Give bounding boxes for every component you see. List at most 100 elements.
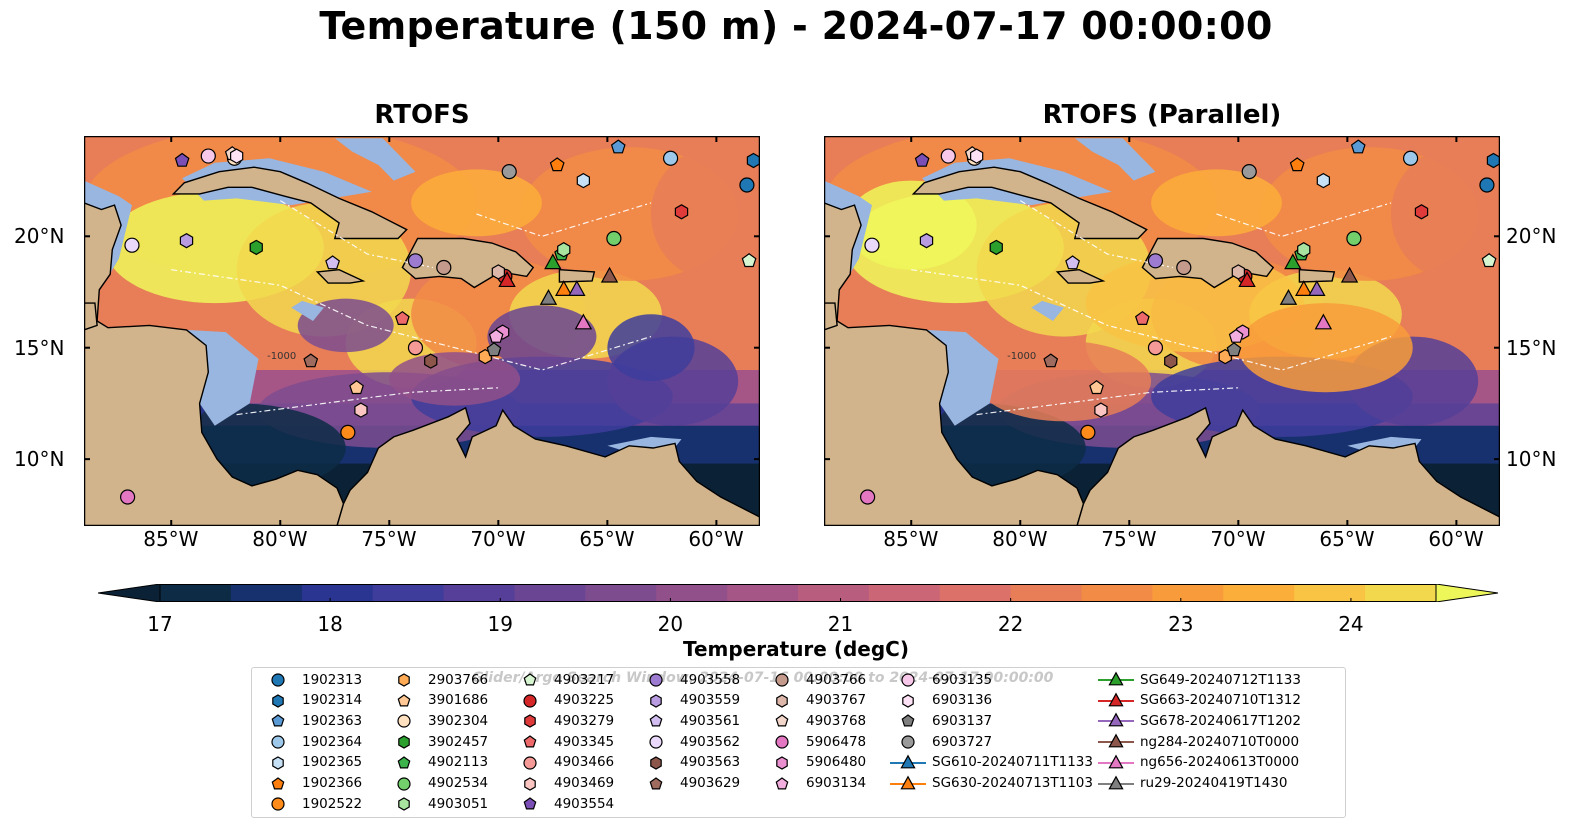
colorbar-tick-label: 22 bbox=[997, 612, 1024, 636]
legend-entry: 1902364 bbox=[256, 731, 362, 752]
legend-label: 4903629 bbox=[680, 775, 741, 791]
hexagon-marker-icon bbox=[650, 693, 662, 708]
lat-tick-label-left: 10°N bbox=[14, 447, 65, 472]
legend-label: 1902313 bbox=[302, 671, 363, 688]
colorbar-segment bbox=[372, 584, 445, 602]
legend-label: 6903136 bbox=[932, 692, 993, 709]
circle-marker-icon bbox=[397, 714, 411, 728]
legend-label: 3901686 bbox=[428, 692, 489, 709]
temperature-map-rtofs: -1000 bbox=[84, 136, 760, 526]
observation-marker bbox=[407, 340, 424, 356]
legend-entry: 1902313 bbox=[256, 669, 362, 690]
legend-entry: SG630-20240713T1103 bbox=[886, 773, 1093, 794]
pentagon-marker-icon bbox=[397, 693, 411, 707]
observation-marker bbox=[549, 157, 565, 172]
hexagon-marker-icon bbox=[398, 673, 410, 687]
observation-marker bbox=[1147, 340, 1164, 356]
observation-marker bbox=[491, 264, 505, 280]
circle-marker-icon bbox=[649, 735, 663, 749]
observation-marker bbox=[1284, 253, 1302, 270]
colorbar-extend-high bbox=[1435, 584, 1498, 602]
legend-label: 1902365 bbox=[302, 754, 363, 771]
legend-label: 4903225 bbox=[554, 692, 615, 709]
observation-marker bbox=[739, 177, 755, 193]
colorbar-segment bbox=[727, 584, 799, 602]
legend-label: 4903766 bbox=[806, 671, 867, 688]
legend-entry: 2903766 bbox=[382, 669, 488, 690]
lon-tick-label: 70°W bbox=[470, 527, 526, 551]
legend-label: 6903137 bbox=[932, 712, 993, 729]
legend-label: 6903135 bbox=[932, 671, 993, 688]
legend-entry: 4903563 bbox=[634, 752, 740, 773]
observation-marker bbox=[860, 489, 876, 505]
lat-tick-label-right: 15°N bbox=[1506, 335, 1557, 360]
colorbar-label: Temperature (degC) bbox=[683, 637, 909, 661]
colorbar-segment bbox=[1081, 584, 1154, 602]
observation-marker bbox=[544, 253, 562, 270]
circle-marker-icon bbox=[397, 776, 411, 791]
hexagon-marker-icon bbox=[776, 693, 788, 708]
legend-label: ng284-20240710T0000 bbox=[1140, 733, 1300, 750]
legend-entry: 1902522 bbox=[256, 793, 362, 814]
legend-label: ng656-20240613T0000 bbox=[1140, 754, 1300, 771]
observation-marker bbox=[249, 239, 263, 256]
legend-entry: 4903217 bbox=[508, 669, 614, 690]
colorbar-tick-label: 17 bbox=[147, 612, 173, 636]
pentagon-marker-icon bbox=[901, 714, 915, 727]
legend-entry: ru29-20240419T1430 bbox=[1094, 773, 1287, 794]
hexagon-marker-icon bbox=[524, 776, 536, 791]
observation-marker bbox=[1402, 150, 1419, 166]
legend-label: 4903768 bbox=[806, 712, 867, 729]
legend-label: 1902363 bbox=[302, 712, 363, 729]
colorbar-tick-label: 20 bbox=[657, 612, 684, 636]
map-panel-rtofs: -1000 bbox=[84, 136, 760, 526]
hexagon-marker-icon bbox=[776, 756, 788, 770]
circle-marker-icon bbox=[523, 756, 537, 770]
observation-marker bbox=[1228, 328, 1244, 343]
legend-entry: 6903137 bbox=[886, 710, 992, 731]
legend-label: 4903554 bbox=[554, 795, 615, 812]
observation-marker bbox=[555, 280, 573, 296]
legend-entry: 1902314 bbox=[256, 690, 362, 711]
legend-label: 4903563 bbox=[680, 754, 741, 771]
colorbar-segment bbox=[868, 584, 941, 602]
colorbar-segment bbox=[1223, 584, 1295, 602]
observation-marker bbox=[340, 424, 356, 440]
observation-marker bbox=[200, 148, 216, 164]
legend-entry: 4903469 bbox=[508, 773, 614, 794]
observation-marker bbox=[174, 152, 190, 167]
colorbar-segment bbox=[160, 584, 232, 602]
legend-entry: 4902534 bbox=[382, 773, 488, 794]
lon-tick-label: 75°W bbox=[361, 527, 417, 551]
colorbar-segment bbox=[1365, 584, 1437, 602]
observation-marker bbox=[662, 150, 679, 166]
lon-tick-label: 70°W bbox=[1210, 527, 1266, 551]
legend-label: 6903134 bbox=[806, 775, 867, 791]
legend-label: 1902314 bbox=[302, 692, 363, 709]
lat-tick-label-left: 20°N bbox=[14, 224, 65, 249]
legend-label: SG649-20240712T1133 bbox=[1140, 671, 1301, 688]
observation-marker bbox=[1065, 255, 1081, 270]
observation-marker bbox=[1486, 152, 1500, 169]
observation-marker bbox=[1164, 353, 1178, 369]
observation-marker bbox=[1147, 253, 1164, 269]
observation-marker bbox=[576, 172, 590, 189]
legend-entry: SG649-20240712T1133 bbox=[1094, 669, 1301, 690]
pentagon-marker-icon bbox=[775, 776, 789, 789]
legend-label: SG630-20240713T1103 bbox=[932, 775, 1093, 791]
circle-marker-icon bbox=[901, 735, 915, 749]
legend-entry: 4903561 bbox=[634, 710, 740, 731]
lon-tick-label: 80°W bbox=[992, 527, 1048, 551]
observation-marker bbox=[436, 259, 452, 276]
colorbar-segment bbox=[514, 584, 586, 602]
colorbar-tick-label: 19 bbox=[487, 612, 513, 636]
colorbar-segment bbox=[230, 584, 303, 602]
observation-marker bbox=[1346, 230, 1362, 247]
circle-marker-icon bbox=[271, 673, 285, 687]
legend-label: 4903559 bbox=[680, 692, 741, 709]
observation-marker bbox=[488, 328, 504, 343]
observation-marker bbox=[674, 204, 689, 220]
legend-entry: 1902365 bbox=[256, 752, 362, 773]
legend-entry: 4903345 bbox=[508, 731, 614, 752]
circle-marker-icon bbox=[901, 673, 915, 687]
